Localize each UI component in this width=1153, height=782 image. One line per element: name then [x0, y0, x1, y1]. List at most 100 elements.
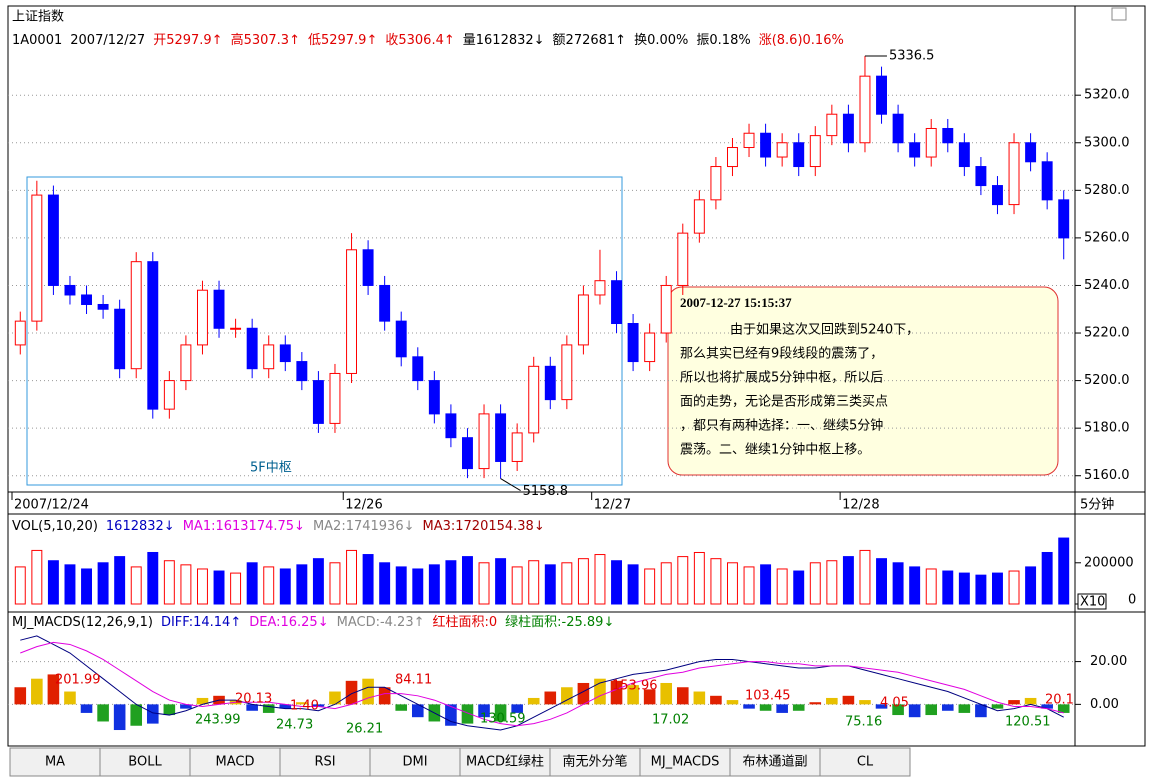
tab-label[interactable]: MA: [45, 755, 65, 770]
candle-body: [561, 344, 573, 401]
note-time: 2007-12-27 15:15:37: [680, 295, 792, 310]
volume-bar: [842, 556, 854, 605]
volume-bar: [727, 562, 738, 605]
y-tick-label: 20.00: [1090, 654, 1127, 669]
macd-bar: [743, 704, 755, 709]
tab-label[interactable]: MACD红绿柱: [466, 754, 544, 770]
tab-label[interactable]: MACD: [216, 755, 255, 770]
area-label: 17.02: [652, 713, 689, 728]
candle-body: [677, 232, 689, 286]
y-tick-label: 0.00: [1090, 697, 1119, 712]
volume-bar: [1008, 570, 1020, 605]
macd-bar: [14, 687, 27, 705]
legend-item: MACD:-4.23↑: [337, 615, 425, 630]
x-tick-label: 12/27: [594, 498, 631, 513]
volume-bar: [97, 562, 109, 605]
legend-item: DIFF:14.14↑: [161, 615, 241, 630]
max-label: 5336.5: [889, 48, 935, 63]
candle-body: [710, 166, 722, 201]
macd-bar: [1008, 700, 1020, 705]
volume-bar: [909, 566, 921, 605]
candle-body: [263, 344, 275, 370]
macd-bar: [875, 704, 888, 709]
volume-bar: [495, 558, 507, 605]
candle-body: [859, 75, 871, 144]
tab-label[interactable]: 布林通道副: [742, 755, 807, 770]
legend-item: 收5306.4↑: [385, 33, 454, 48]
macd-bar: [478, 704, 490, 718]
area-label: 120.51: [1005, 715, 1051, 730]
tab[interactable]: [639, 747, 731, 777]
legend-item: MA1:1613174.75↓: [183, 519, 305, 534]
volume-bar: [859, 549, 871, 605]
window-button[interactable]: [1111, 7, 1127, 21]
candle-body: [180, 344, 192, 382]
candle-body: [412, 356, 424, 382]
legend-item: 低5297.9↑: [308, 33, 377, 48]
macd-bar: [1057, 704, 1070, 713]
macd-bar: [130, 704, 143, 726]
legend-item: 量1612832↓: [463, 33, 545, 48]
macd-bar: [1041, 704, 1053, 709]
tab-label[interactable]: RSI: [314, 755, 335, 770]
volume-bar: [47, 560, 59, 605]
volume-bar: [362, 554, 374, 605]
macd-bar: [726, 700, 739, 705]
macd-bar: [47, 674, 60, 705]
macd-bar: [279, 704, 292, 709]
candle-body: [809, 135, 821, 168]
candle-body: [528, 365, 540, 434]
tab-label[interactable]: DMI: [402, 755, 427, 770]
macd-bar: [842, 695, 855, 705]
volume-bar: [478, 562, 490, 605]
tab-label[interactable]: 南无外分笔: [562, 754, 627, 770]
legend-item: 红柱面积:0: [433, 614, 498, 630]
candle-body: [727, 147, 738, 168]
candle-body: [445, 413, 457, 439]
volume-bar: [611, 560, 622, 605]
legend-item: MA2:1741936↓: [313, 519, 415, 534]
tab[interactable]: [549, 747, 641, 777]
scale-box: [1077, 593, 1107, 610]
macd-bar: [826, 697, 838, 705]
note-line: ，都只有两种选择：一、继续5分钟: [680, 418, 883, 434]
y-tick-label: 5280.0: [1084, 183, 1130, 198]
tab[interactable]: [9, 747, 101, 777]
tab[interactable]: [819, 747, 911, 777]
tab[interactable]: [729, 747, 821, 777]
tab-label[interactable]: BOLL: [128, 755, 162, 770]
volume-bar: [81, 568, 92, 605]
macd-bar: [759, 704, 772, 711]
candle-body: [147, 261, 159, 410]
candle-body: [14, 320, 26, 346]
macd-bar: [809, 702, 822, 705]
candle-body: [909, 142, 921, 158]
volume-bar: [544, 564, 556, 605]
legend-item: MA3:1720154.38↓: [423, 519, 545, 534]
quote-line: 1A0001 2007/12/27 开5297.9↑ 高5307.3↑ 低5297.9↑…: [12, 32, 844, 48]
macd-bar: [792, 704, 805, 711]
x-tick-label: 2007/12/24: [14, 498, 89, 513]
candle-body: [776, 142, 788, 158]
tab-label[interactable]: CL: [857, 755, 874, 770]
note-line: 面的走势，无论是否形成第三类买点: [680, 394, 888, 410]
area-label: 26.21: [346, 722, 383, 737]
candle-body: [793, 142, 805, 168]
macd-bar: [80, 704, 93, 713]
candle-body: [279, 344, 291, 363]
candle-body: [64, 284, 76, 296]
area-label: 153.96: [612, 679, 658, 694]
candle-body: [296, 361, 308, 382]
volume-bar: [644, 568, 656, 605]
macd-bar: [544, 691, 557, 705]
tab-label[interactable]: MJ_MACDS: [651, 755, 720, 770]
area-label: 4.05: [880, 696, 909, 711]
tab[interactable]: [279, 747, 371, 777]
macd-bar: [411, 704, 424, 718]
volume-bar: [462, 556, 473, 605]
candle-body: [114, 308, 126, 370]
period-label: 5分钟: [1080, 497, 1114, 513]
macd-bar: [378, 687, 391, 705]
volume-bar: [1041, 551, 1053, 605]
volume-bar: [958, 572, 970, 605]
